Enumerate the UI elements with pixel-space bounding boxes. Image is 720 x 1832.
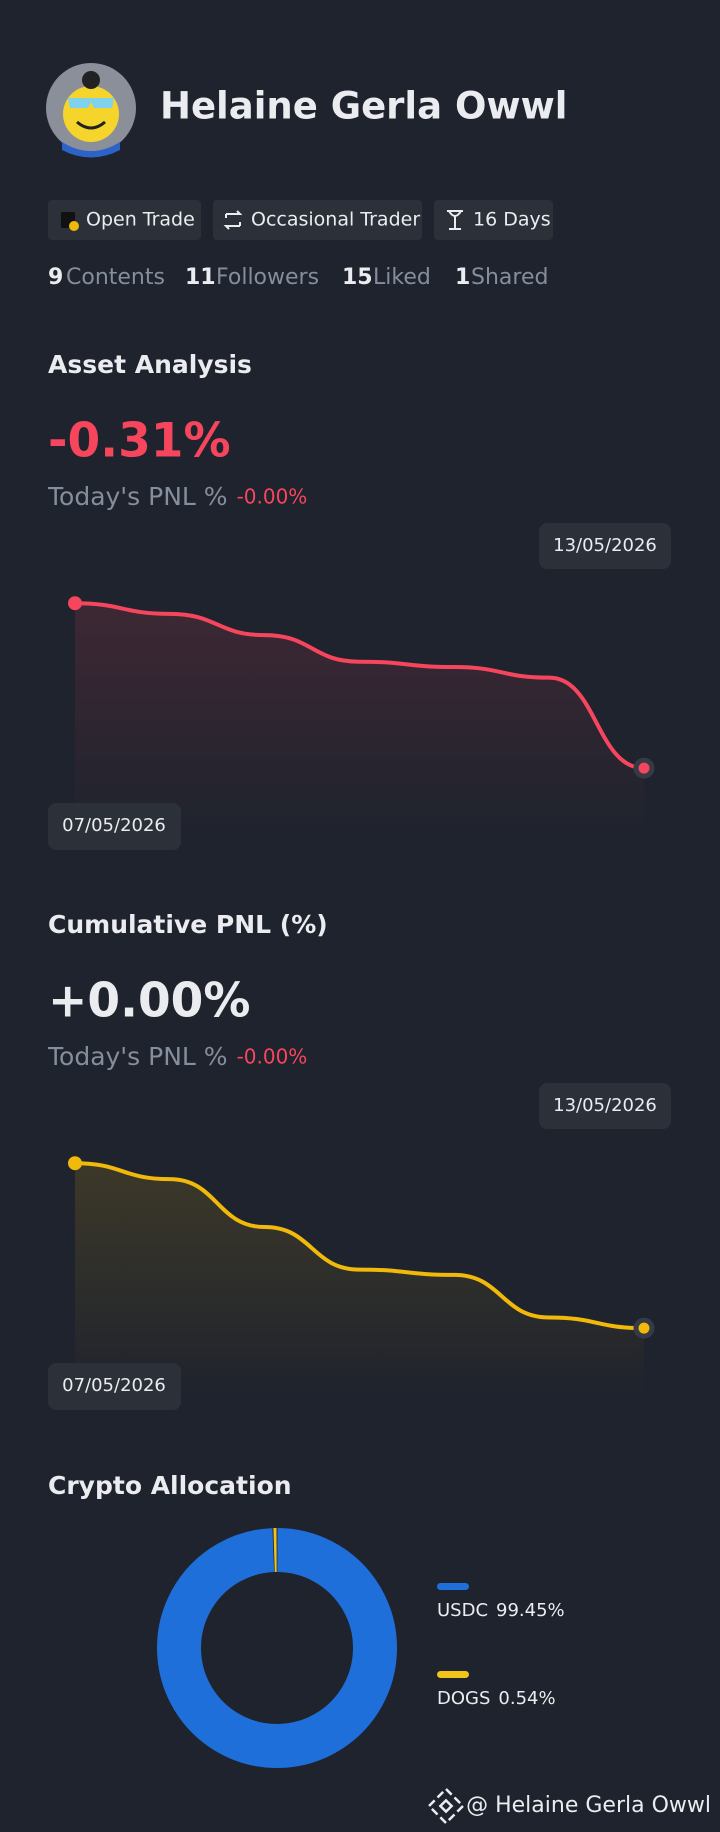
date-label: 07/05/2026 xyxy=(62,815,166,836)
legend-name: USDC xyxy=(437,1600,488,1621)
tag-text: Open Trade xyxy=(86,209,195,231)
tag: Open Trade xyxy=(48,200,201,240)
point xyxy=(633,1317,655,1339)
section-title: Crypto Allocation xyxy=(48,1471,292,1500)
date-badge xyxy=(539,523,671,569)
line xyxy=(74,1161,645,1331)
stat-label: Shared xyxy=(471,265,548,290)
pnl-label: Today's PNL % xyxy=(47,482,228,511)
donut-segment xyxy=(157,1528,397,1768)
date-label: 13/05/2026 xyxy=(553,535,657,556)
section-title: Cumulative PNL (%) xyxy=(48,910,328,939)
legend-value: 0.54% xyxy=(498,1688,555,1709)
legend-swatch xyxy=(437,1583,469,1590)
date-label: 13/05/2026 xyxy=(553,1095,657,1116)
point xyxy=(68,1156,82,1171)
pnl-value: -0.00% xyxy=(237,485,308,509)
stats: 9 Contents 11 Followers 15 Liked 1 Share… xyxy=(48,265,548,290)
legend-value: 99.45% xyxy=(496,1600,565,1621)
tag-text: 16 Days xyxy=(473,209,551,231)
point xyxy=(633,757,655,779)
area xyxy=(75,1163,644,1395)
user-name: Helaine Gerla Owwl xyxy=(160,85,567,128)
tag: 16 Days xyxy=(434,200,553,240)
stat-count: 15 xyxy=(342,265,373,290)
legend-swatch xyxy=(437,1671,469,1678)
line xyxy=(74,601,645,771)
avatar xyxy=(46,63,136,158)
tag: Occasional Trader xyxy=(213,200,422,240)
date-badge xyxy=(48,803,181,850)
date-label: 07/05/2026 xyxy=(62,1375,166,1396)
area xyxy=(75,603,644,835)
section-title: Asset Analysis xyxy=(48,350,252,379)
headline-value: -0.31% xyxy=(48,414,231,469)
date-badge xyxy=(539,1083,671,1129)
pnl-label: Today's PNL % xyxy=(47,1042,228,1071)
stat-count: 1 xyxy=(455,265,470,290)
date-badge xyxy=(48,1363,181,1410)
point xyxy=(68,596,82,611)
stat-count: 9 xyxy=(48,265,63,290)
stat-count: 11 xyxy=(185,265,216,290)
footer: @ Helaine Gerla Owwl xyxy=(427,1787,711,1825)
tag-text: Occasional Trader xyxy=(251,209,420,231)
stat-label: Followers xyxy=(216,265,319,290)
pnl-value: -0.00% xyxy=(237,1045,308,1069)
stat-label: Contents xyxy=(66,265,165,290)
footer-text: @ Helaine Gerla Owwl xyxy=(466,1793,711,1818)
legend-name: DOGS xyxy=(437,1688,490,1709)
headline-value: +0.00% xyxy=(48,974,250,1029)
stat-label: Liked xyxy=(373,265,431,290)
